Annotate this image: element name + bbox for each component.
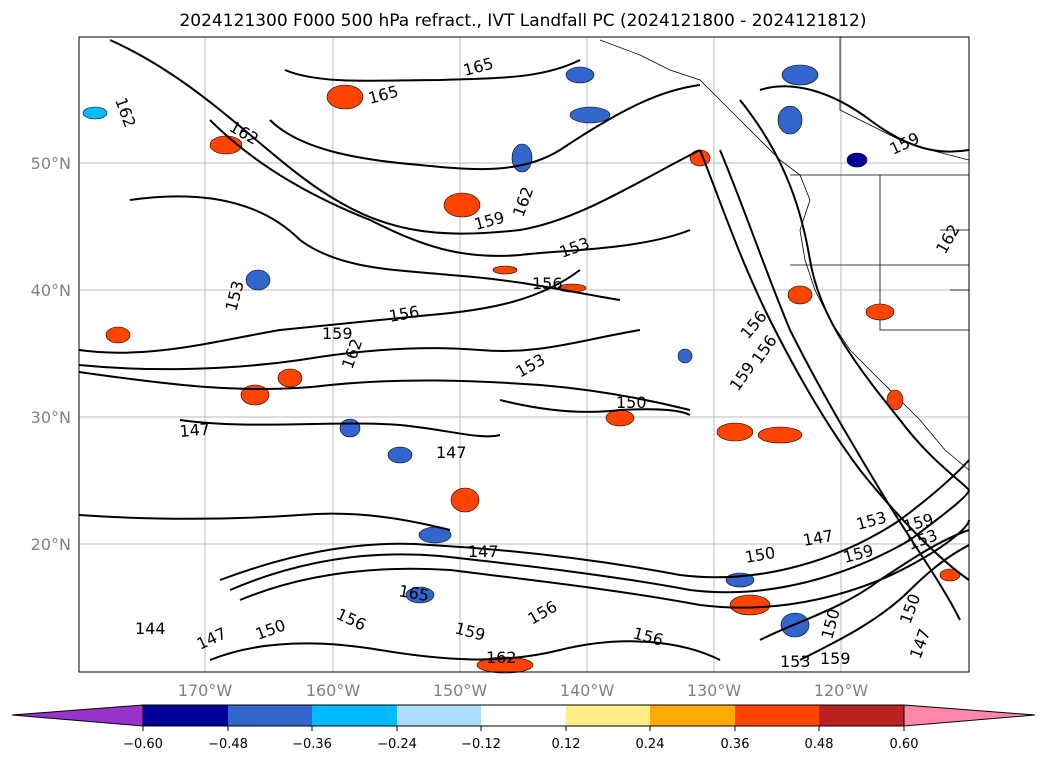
shade-patch xyxy=(105,326,131,344)
colorbar-segment xyxy=(228,705,312,726)
colorbar-tick-label: −0.36 xyxy=(292,737,332,752)
shade-patch xyxy=(82,106,108,120)
contour-label: 153 xyxy=(780,652,811,671)
latitude-labels: 50°N 40°N 30°N 20°N xyxy=(31,154,71,554)
longitude-labels: 170°W 160°W 150°W 140°W 130°W 120°W xyxy=(178,681,869,700)
colorbar-tick-label: 0.60 xyxy=(890,737,919,752)
lon-label: 130°W xyxy=(687,681,742,700)
map-border xyxy=(78,36,970,673)
shade-patch xyxy=(277,368,303,388)
shade-patch xyxy=(326,84,364,110)
lon-label: 150°W xyxy=(433,681,488,700)
lat-label: 50°N xyxy=(31,154,71,173)
map-panel xyxy=(78,36,970,674)
shade-patch xyxy=(777,105,803,135)
colorbar-segment xyxy=(735,705,819,726)
contour-label: 162 xyxy=(486,648,517,667)
shade-patch xyxy=(677,348,693,364)
contour-label: 144 xyxy=(135,619,166,638)
contour-label: 150 xyxy=(616,393,647,412)
shade-patch xyxy=(781,64,819,86)
map-background xyxy=(79,37,969,672)
contour-label: 159 xyxy=(820,649,851,668)
shade-patch xyxy=(339,418,361,438)
contour-label: 147 xyxy=(436,443,467,462)
shade-patch xyxy=(757,426,803,444)
lat-label: 40°N xyxy=(31,281,71,300)
lat-label: 30°N xyxy=(31,408,71,427)
figure-title: 2024121300 F000 500 hPa refract., IVT La… xyxy=(179,11,866,31)
lon-label: 140°W xyxy=(560,681,615,700)
colorbar-ticks xyxy=(142,726,905,731)
contour-label: 156 xyxy=(532,274,563,293)
contour-label: 147 xyxy=(179,419,211,441)
colorbar-segment xyxy=(566,705,650,726)
lon-label: 160°W xyxy=(306,681,361,700)
colorbar-extend-right xyxy=(903,704,1036,727)
lat-label: 20°N xyxy=(31,535,71,554)
shade-patch xyxy=(865,303,895,321)
colorbar-segment xyxy=(481,705,566,726)
colorbar-tick-label: −0.48 xyxy=(208,737,248,752)
shade-patch xyxy=(886,389,904,411)
colorbar-outline xyxy=(142,704,905,727)
colorbar-segment xyxy=(143,705,228,726)
shade-patch xyxy=(846,152,868,168)
colorbar-segment xyxy=(650,705,735,726)
colorbar-segment xyxy=(312,705,397,726)
shade-patch xyxy=(716,422,754,442)
colorbar-tick-label: 0.48 xyxy=(805,737,834,752)
shade-patch xyxy=(939,568,961,582)
lon-label: 170°W xyxy=(178,681,233,700)
shade-patch xyxy=(443,192,481,218)
colorbar-tick-label: −0.60 xyxy=(123,737,163,752)
shade-patch xyxy=(569,106,611,124)
contour-label: 147 xyxy=(468,542,499,561)
shade-patch xyxy=(787,285,813,305)
colorbar-tick-label: 0.24 xyxy=(636,737,665,752)
colorbar-extend-left xyxy=(11,704,144,727)
shade-patch xyxy=(729,594,771,616)
shade-patch xyxy=(387,446,413,464)
shade-patch xyxy=(565,66,595,84)
shade-patch xyxy=(476,656,534,674)
colorbar-tick-label: −0.24 xyxy=(377,737,417,752)
colorbar: −0.60 −0.48 −0.36 −0.24 −0.12 0.12 0.24 … xyxy=(11,704,1036,752)
colorbar-tick-label: −0.12 xyxy=(461,737,501,752)
shade-patch xyxy=(405,586,435,604)
lon-label: 120°W xyxy=(814,681,869,700)
shade-patch xyxy=(511,143,533,173)
shade-patch xyxy=(245,269,271,291)
colorbar-tick-label: 0.12 xyxy=(552,737,581,752)
colorbar-tick-label: 0.36 xyxy=(721,737,750,752)
colorbar-segment xyxy=(819,705,904,726)
contour-label: 159 xyxy=(322,324,353,343)
colorbar-segment xyxy=(397,705,481,726)
contour-lines xyxy=(78,39,970,661)
shade-patch xyxy=(492,265,518,275)
shade-patch xyxy=(450,487,480,513)
shade-patch xyxy=(605,409,635,427)
